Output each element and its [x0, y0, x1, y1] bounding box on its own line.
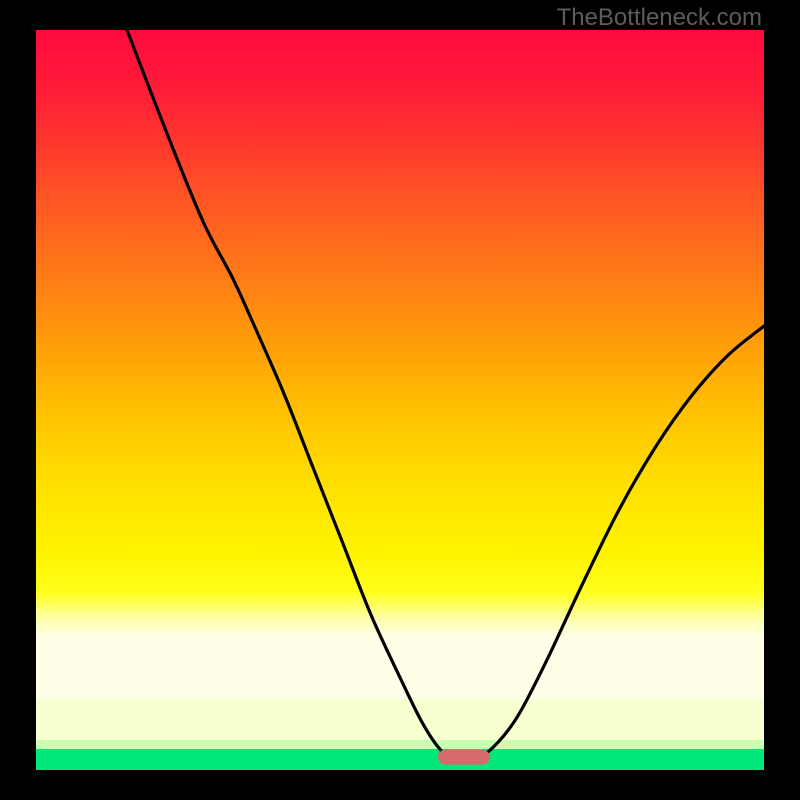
frame-bottom [0, 770, 800, 800]
bottleneck-curve [36, 30, 764, 770]
watermark-text: TheBottleneck.com [557, 4, 762, 32]
frame-right [764, 0, 800, 800]
plot-area [36, 30, 764, 770]
frame-left [0, 0, 36, 800]
optimal-marker [438, 750, 490, 765]
chart-stage: TheBottleneck.com [0, 0, 800, 800]
